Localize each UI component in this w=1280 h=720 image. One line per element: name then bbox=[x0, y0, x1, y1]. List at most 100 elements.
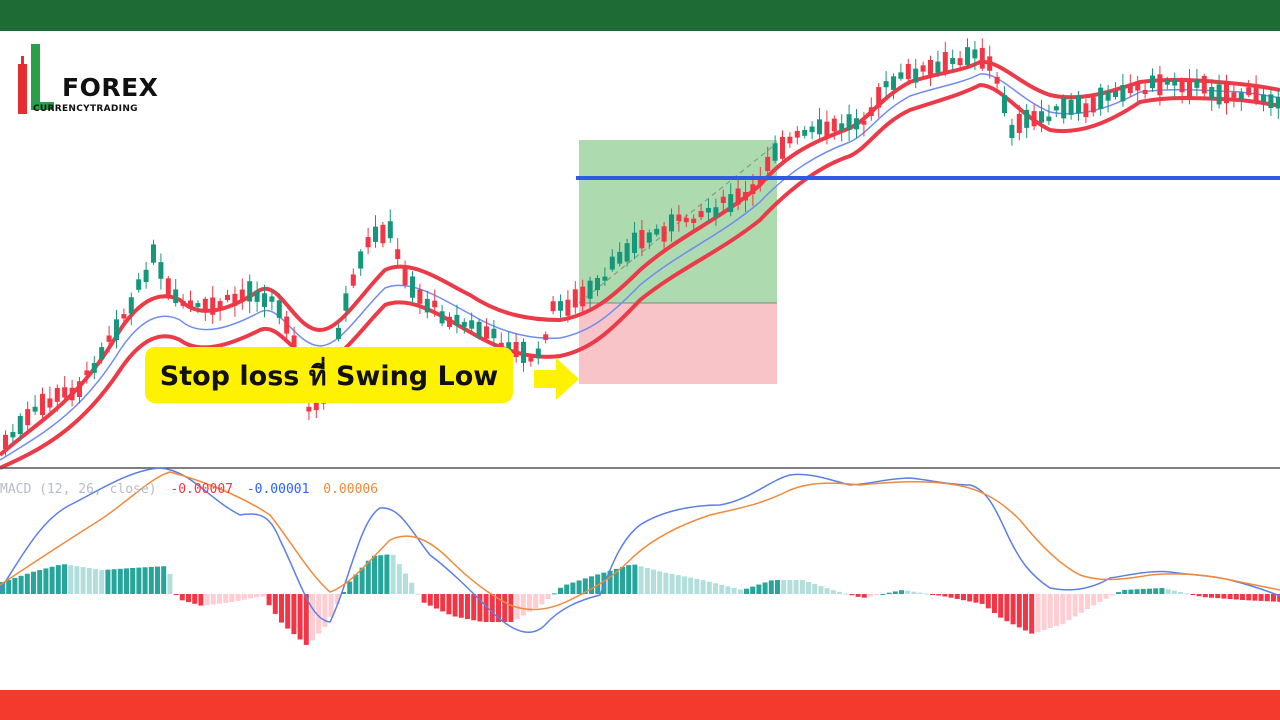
macd-bar bbox=[105, 569, 111, 594]
macd-bar bbox=[675, 575, 681, 594]
macd-bar bbox=[390, 554, 396, 594]
logo-wordmark: FOREX bbox=[62, 73, 159, 102]
macd-bar bbox=[1202, 594, 1208, 598]
candle bbox=[950, 58, 956, 65]
candle bbox=[232, 293, 238, 306]
macd-bar bbox=[365, 560, 371, 594]
macd-bar bbox=[737, 589, 743, 594]
candle bbox=[543, 334, 549, 340]
macd-legend: MACD (12, 26, close) -0.00007 -0.00001 0… bbox=[0, 482, 384, 498]
candle bbox=[580, 286, 586, 307]
macd-bar bbox=[551, 593, 557, 595]
candle bbox=[772, 143, 778, 161]
candle bbox=[484, 326, 489, 339]
candle bbox=[1224, 81, 1229, 104]
candle bbox=[25, 409, 31, 426]
macd-bar bbox=[43, 568, 49, 594]
candle bbox=[920, 65, 926, 72]
macd-bar bbox=[347, 581, 353, 594]
macd-bar bbox=[812, 584, 818, 594]
macd-bar bbox=[0, 582, 5, 594]
candle bbox=[1016, 113, 1022, 133]
candle bbox=[225, 294, 230, 301]
candle bbox=[846, 114, 852, 131]
macd-bar bbox=[80, 567, 86, 594]
candle bbox=[1209, 86, 1215, 100]
macd-bar bbox=[564, 584, 570, 594]
macd-bar bbox=[62, 564, 67, 594]
signal-line bbox=[0, 471, 1280, 611]
candle bbox=[965, 47, 970, 65]
candle bbox=[979, 47, 985, 69]
macd-bar bbox=[1258, 594, 1264, 601]
forex-logo: FOREX CURRENCYTRADING bbox=[14, 44, 184, 120]
candle bbox=[476, 321, 482, 338]
candle bbox=[1127, 85, 1133, 94]
macd-bar bbox=[651, 569, 656, 594]
candle bbox=[1046, 116, 1052, 122]
macd-bar bbox=[1184, 593, 1190, 595]
candle bbox=[854, 118, 859, 130]
macd-bar bbox=[68, 565, 74, 594]
macd-bar bbox=[155, 566, 160, 594]
candle bbox=[550, 301, 556, 312]
macd-bar bbox=[235, 594, 241, 601]
candle bbox=[180, 301, 186, 306]
macd-bar bbox=[341, 592, 346, 594]
macd-bar bbox=[198, 594, 204, 606]
macd-bar bbox=[1091, 594, 1097, 606]
candle bbox=[817, 119, 822, 135]
candle bbox=[787, 136, 793, 144]
candle bbox=[202, 298, 208, 312]
candle bbox=[254, 290, 260, 302]
macd-bar bbox=[1016, 594, 1022, 628]
macd-bar bbox=[279, 594, 284, 623]
candle bbox=[639, 230, 645, 249]
macd-bar bbox=[272, 594, 278, 614]
candle bbox=[210, 297, 216, 315]
candle bbox=[809, 126, 815, 133]
macd-bar bbox=[24, 573, 30, 594]
macd-bar bbox=[824, 588, 830, 594]
macd-line bbox=[0, 467, 1280, 633]
macd-bar bbox=[142, 567, 148, 594]
macd-bar bbox=[874, 594, 880, 596]
stop-loss-zone bbox=[579, 303, 777, 384]
macd-bar bbox=[713, 583, 718, 594]
candle bbox=[632, 232, 637, 254]
candle bbox=[1179, 80, 1185, 93]
macd-bar bbox=[316, 594, 322, 634]
candle bbox=[802, 129, 808, 136]
macd-bar bbox=[266, 594, 272, 606]
macd-bar bbox=[1240, 594, 1245, 600]
macd-bar bbox=[725, 586, 731, 594]
macd-bar bbox=[148, 566, 154, 594]
candle bbox=[239, 289, 245, 302]
candle bbox=[306, 406, 312, 412]
candle bbox=[1068, 99, 1074, 115]
price-chart[interactable] bbox=[0, 31, 1280, 690]
candle bbox=[595, 277, 600, 291]
macd-bar bbox=[799, 580, 805, 594]
macd-bar bbox=[384, 554, 390, 594]
candle bbox=[972, 49, 978, 59]
macd-bar bbox=[520, 594, 526, 616]
macd-bar bbox=[700, 580, 706, 594]
candle bbox=[868, 107, 874, 117]
macd-bar bbox=[1072, 594, 1078, 617]
macd-bar bbox=[868, 594, 873, 597]
macd-bar bbox=[1252, 594, 1258, 601]
candle bbox=[728, 194, 734, 213]
candle bbox=[1105, 91, 1111, 101]
candle bbox=[350, 274, 356, 286]
macd-bar bbox=[533, 594, 539, 609]
candle bbox=[336, 327, 341, 340]
candle bbox=[417, 289, 423, 304]
candle bbox=[173, 289, 179, 304]
macd-bar bbox=[663, 572, 669, 594]
candle bbox=[905, 63, 911, 80]
macd-label: MACD (12, 26, close) bbox=[0, 482, 157, 497]
macd-bar bbox=[471, 594, 477, 621]
macd-bar bbox=[210, 594, 216, 605]
macd-bar bbox=[967, 594, 973, 602]
